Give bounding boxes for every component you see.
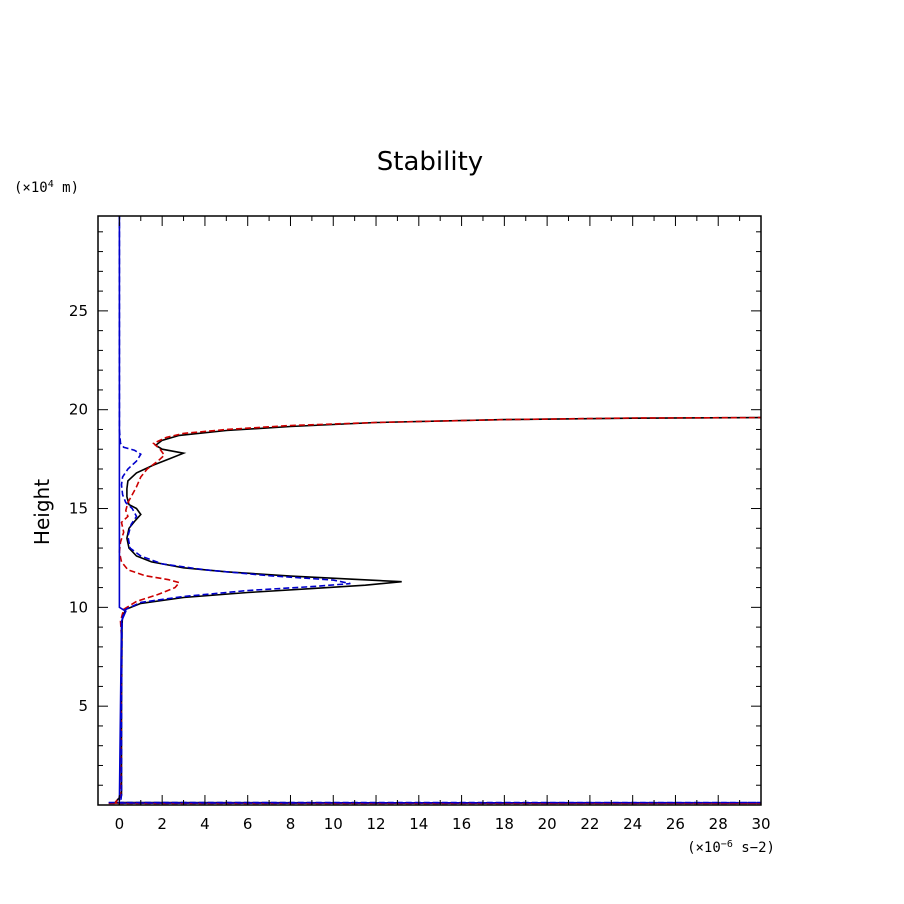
- x-tick-label: 30: [751, 815, 770, 833]
- x-unit-exponent: −6: [721, 839, 733, 850]
- x-tick-label: 24: [623, 815, 642, 833]
- x-tick-label: 8: [286, 815, 296, 833]
- series-line-4: [118, 216, 127, 802]
- series-layer: [108, 216, 761, 805]
- y-tick-label: 15: [69, 500, 88, 518]
- plot-frame: [97, 215, 762, 806]
- chart-title: Stability: [377, 147, 483, 177]
- x-tick-label: 0: [115, 815, 125, 833]
- series-line-2: [108, 416, 761, 805]
- x-tick-label: 18: [495, 815, 514, 833]
- y-axis-label: Height: [30, 479, 54, 545]
- x-tick-label: 28: [709, 815, 728, 833]
- x-tick-label: 20: [538, 815, 557, 833]
- y-unit-suffix: m): [54, 180, 79, 196]
- series-line-3: [108, 216, 761, 804]
- x-tick-label: 4: [200, 815, 210, 833]
- y-unit-prefix: (×10: [14, 180, 48, 196]
- x-tick-label: 2: [157, 815, 167, 833]
- x-unit-suffix: s−2): [733, 840, 775, 856]
- x-unit-prefix: (×10: [687, 840, 721, 856]
- x-tick-label: 14: [409, 815, 428, 833]
- y-tick-label: 10: [69, 598, 88, 616]
- series-line-1: [108, 416, 761, 804]
- x-tick-label: 6: [243, 815, 253, 833]
- x-tick-label: 12: [366, 815, 385, 833]
- y-tick-label: 25: [69, 302, 88, 320]
- x-tick-label: 16: [452, 815, 471, 833]
- y-tick-label: 5: [78, 697, 88, 715]
- x-unit-label: (×10−6 s−2): [687, 839, 775, 856]
- y-tick-label: 20: [69, 401, 88, 419]
- x-tick-label: 26: [666, 815, 685, 833]
- x-tick-label: 22: [580, 815, 599, 833]
- y-unit-exponent: 4: [48, 179, 54, 190]
- y-unit-label: (×104 m): [14, 179, 79, 196]
- x-tick-label: 10: [324, 815, 343, 833]
